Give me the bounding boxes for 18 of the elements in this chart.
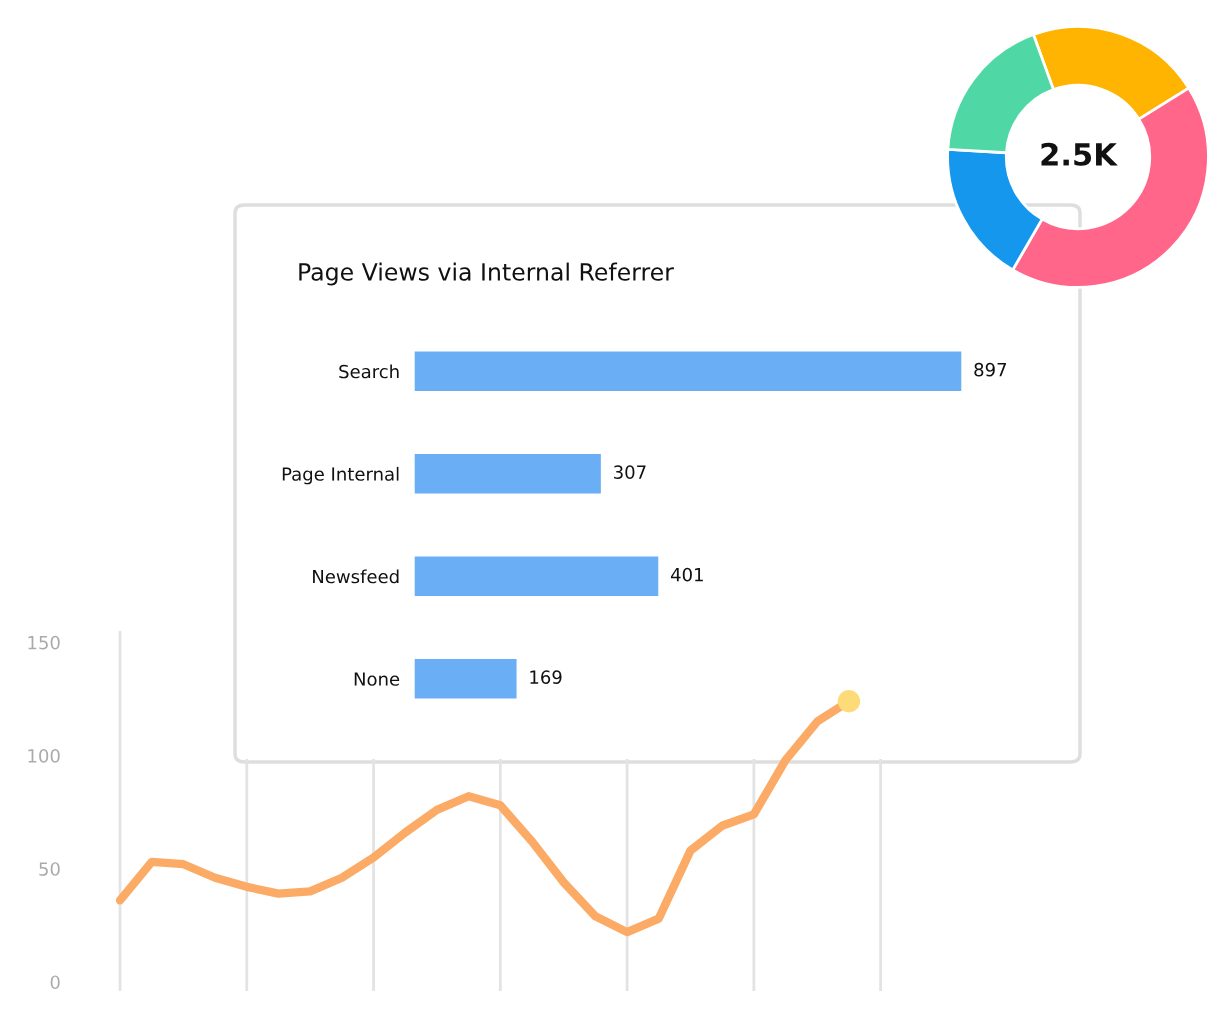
chart-title: Page Views via Internal Referrer [299,262,674,286]
bar [414,350,962,393]
data-label: 307 [614,465,646,479]
data-label: 169 [530,670,562,684]
bar [414,555,660,598]
y-tick-label: Page Internal [282,466,399,485]
y-tick-label: 50 [39,862,60,876]
y-tick-label: 150 [28,635,60,650]
y-tick-label: 0 [50,975,60,990]
y-tick-label: 100 [28,748,60,763]
data-label: 897 [974,362,1007,377]
y-tick-label: None [354,672,400,686]
bar [414,657,518,700]
data-label: 401 [670,567,703,582]
y-tick-label: Newsfeed [313,569,399,584]
text: 2.5K [1041,142,1118,166]
bar [414,452,603,495]
y-tick-label: Search [339,364,399,379]
